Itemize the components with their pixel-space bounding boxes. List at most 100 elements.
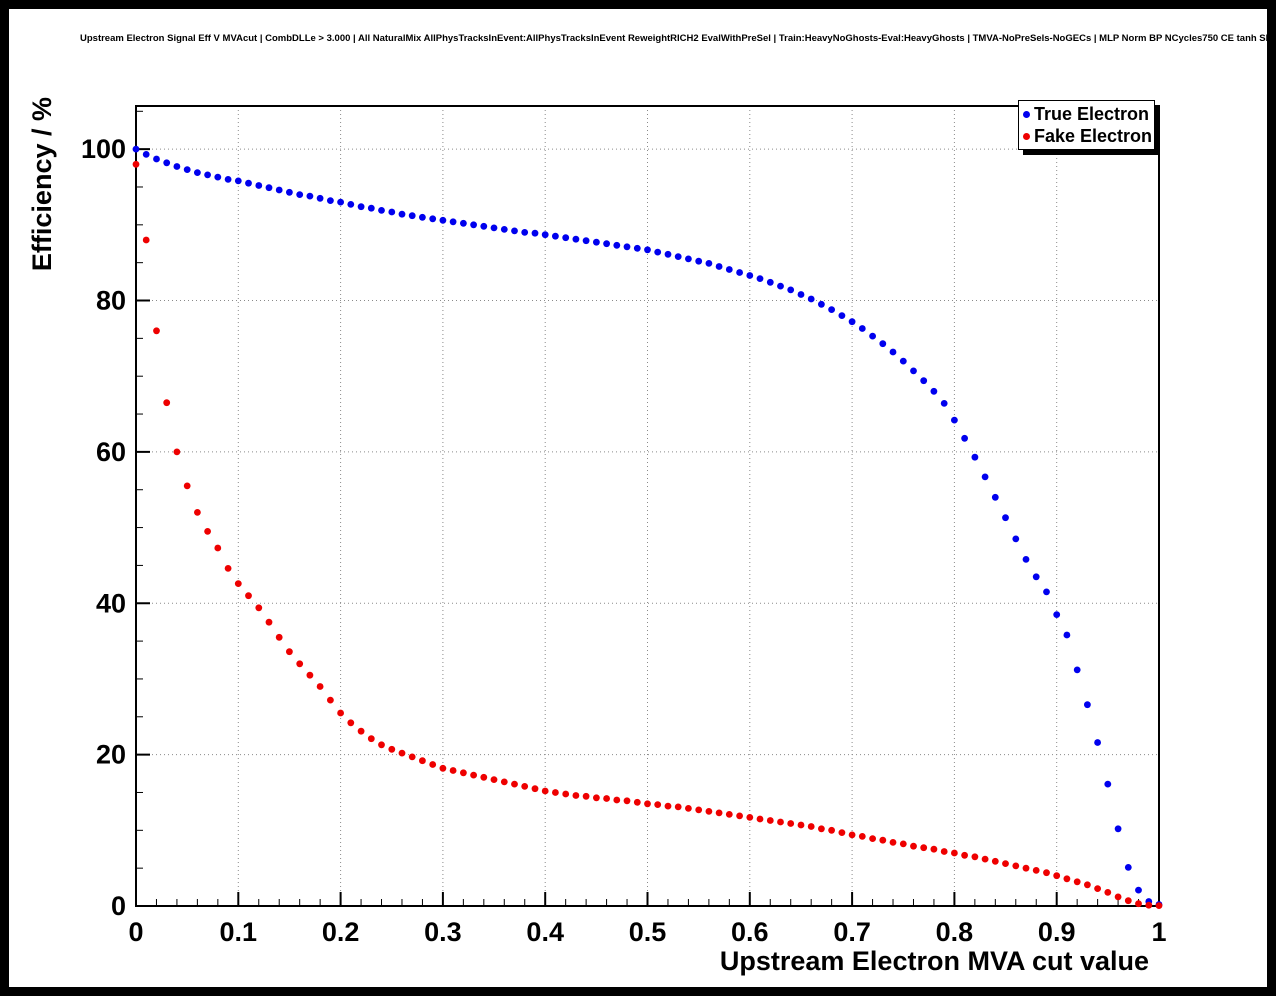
legend-label-fake-electron: Fake Electron xyxy=(1034,125,1153,146)
data-point xyxy=(920,844,928,852)
data-point xyxy=(582,792,590,800)
data-point xyxy=(408,212,416,220)
data-point xyxy=(685,255,692,263)
data-point xyxy=(327,197,334,205)
y-tick-label: 100 xyxy=(81,134,126,164)
data-point xyxy=(603,795,610,802)
data-point xyxy=(940,400,948,407)
data-point xyxy=(511,780,518,788)
data-point xyxy=(572,792,580,799)
data-point xyxy=(500,226,508,233)
data-point xyxy=(367,735,375,743)
data-point xyxy=(818,825,825,833)
x-tick-label: 0.7 xyxy=(833,917,871,947)
data-point xyxy=(869,835,876,842)
data-point xyxy=(408,753,416,761)
data-point xyxy=(316,683,324,690)
data-point xyxy=(1084,881,1091,889)
data-point xyxy=(419,213,426,221)
data-point xyxy=(521,783,529,790)
data-point xyxy=(265,618,273,626)
data-point xyxy=(531,229,539,237)
data-point xyxy=(500,778,508,786)
y-tick-label: 40 xyxy=(96,588,126,618)
data-point xyxy=(1012,862,1020,870)
data-point xyxy=(951,849,958,857)
data-point xyxy=(991,493,999,501)
data-point xyxy=(838,312,846,319)
legend-entry-true-electron: True Electron xyxy=(1023,104,1154,125)
data-point xyxy=(593,238,600,246)
x-tick-label: 0.5 xyxy=(629,917,667,947)
legend-entry-fake-electron: Fake Electron xyxy=(1023,126,1154,147)
data-point xyxy=(838,829,846,836)
data-point xyxy=(552,789,559,796)
data-point xyxy=(439,216,447,224)
data-point xyxy=(531,785,539,793)
data-point xyxy=(316,194,324,202)
data-point xyxy=(234,177,242,185)
data-point xyxy=(951,416,958,424)
data-point xyxy=(541,231,549,239)
data-point xyxy=(695,257,703,265)
data-point xyxy=(306,192,314,200)
data-point xyxy=(1032,867,1040,874)
data-point xyxy=(173,163,181,170)
data-point xyxy=(183,482,191,490)
data-point xyxy=(715,263,723,270)
data-point xyxy=(347,719,355,727)
tick-labels: 0 0.1 0.2 0.3 0.4 0.5 0.6 0.7 0.8 0.9 1 0 20 40 60 80 10… xyxy=(81,134,1167,947)
data-point xyxy=(654,248,662,256)
data-point xyxy=(357,727,365,735)
data-point xyxy=(367,204,375,212)
data-point xyxy=(388,745,396,753)
data-point xyxy=(460,769,467,777)
data-point xyxy=(961,434,968,442)
data-point xyxy=(777,818,784,826)
data-point xyxy=(644,246,651,254)
data-point xyxy=(306,671,314,679)
data-point xyxy=(337,198,344,206)
data-point xyxy=(224,176,232,183)
data-point xyxy=(1124,864,1132,871)
axis-ticks xyxy=(135,110,1160,907)
data-point xyxy=(797,821,805,829)
data-point xyxy=(214,173,222,181)
data-point xyxy=(623,243,631,251)
data-point xyxy=(991,857,999,865)
data-point xyxy=(807,295,815,303)
x-tick-label: 0.8 xyxy=(936,917,974,947)
data-point xyxy=(1063,631,1071,639)
data-point xyxy=(265,184,273,192)
data-point xyxy=(153,155,160,163)
data-point xyxy=(654,801,662,808)
data-point xyxy=(1053,872,1061,880)
data-point xyxy=(245,179,252,187)
data-point xyxy=(1073,666,1081,674)
x-tick-label: 0.2 xyxy=(322,917,360,947)
data-point xyxy=(429,761,437,768)
data-point xyxy=(725,266,733,273)
y-tick-label: 20 xyxy=(96,740,126,770)
data-point xyxy=(1124,897,1132,905)
data-point xyxy=(449,767,457,774)
data-point xyxy=(879,340,887,348)
data-point xyxy=(388,208,396,216)
data-point xyxy=(746,814,754,821)
data-point xyxy=(490,224,498,232)
series-fake-electron xyxy=(132,160,1163,909)
data-point xyxy=(807,823,815,830)
data-point xyxy=(889,839,897,846)
data-point xyxy=(194,509,201,516)
data-point xyxy=(971,853,979,861)
data-point xyxy=(756,815,764,823)
data-point xyxy=(439,764,447,772)
data-point xyxy=(725,811,733,818)
data-point xyxy=(736,812,743,820)
data-point xyxy=(858,833,866,840)
data-point xyxy=(562,234,570,242)
data-point xyxy=(664,250,672,258)
data-point xyxy=(245,592,252,600)
data-point xyxy=(787,820,795,827)
